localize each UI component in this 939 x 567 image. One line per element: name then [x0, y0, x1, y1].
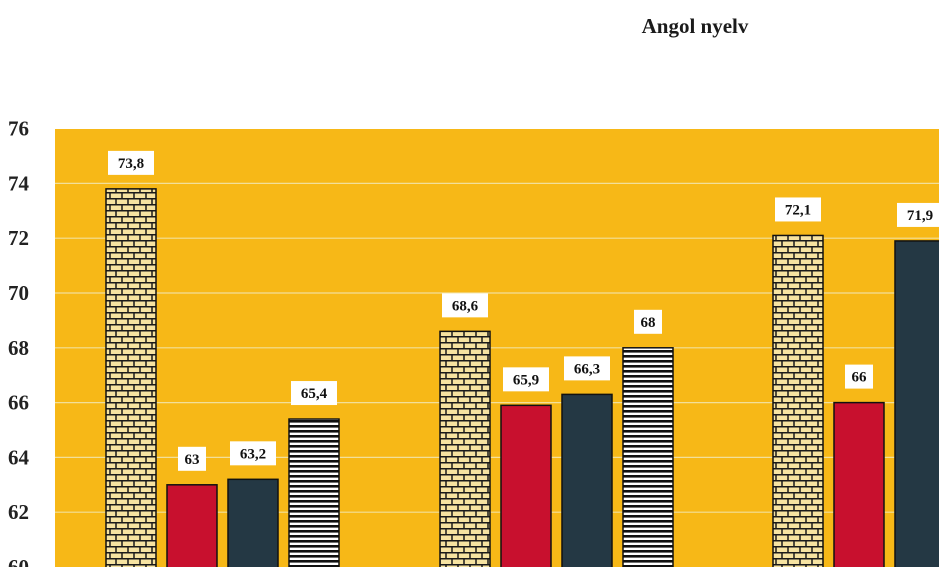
- data-label: 66,3: [574, 361, 600, 377]
- data-label-box: [775, 197, 821, 222]
- data-label: 68,6: [452, 298, 479, 314]
- data-label-box: [230, 441, 276, 466]
- bar: [894, 240, 939, 567]
- bar: [622, 347, 674, 567]
- y-tick-label: 62: [8, 500, 29, 524]
- chart-title: Angol nyelv: [641, 14, 749, 38]
- data-label: 63,2: [240, 446, 266, 462]
- data-label-box: [178, 446, 206, 471]
- y-tick-label: 66: [8, 391, 29, 415]
- data-label-box: [503, 367, 549, 392]
- data-label: 68: [641, 315, 656, 331]
- data-label-box: [634, 309, 662, 334]
- y-tick-label: 76: [8, 117, 29, 141]
- bar: [500, 404, 552, 567]
- y-tick-label: 70: [8, 281, 29, 305]
- data-label-box: [564, 356, 610, 381]
- data-label-box: [442, 293, 488, 318]
- bar: [105, 188, 157, 567]
- bar: [227, 478, 279, 567]
- bar: [772, 234, 824, 567]
- y-tick-label: 74: [8, 171, 30, 195]
- data-label: 63: [185, 452, 200, 468]
- data-label-box: [845, 364, 873, 389]
- y-tick-label: 68: [8, 336, 29, 360]
- bar: [166, 484, 218, 567]
- data-label: 66: [852, 370, 868, 386]
- data-label-box: [291, 381, 337, 406]
- y-tick-label: 64: [8, 445, 30, 469]
- bar: [288, 418, 340, 567]
- data-label-box: [897, 202, 939, 227]
- data-label: 72,1: [785, 202, 811, 218]
- data-label: 65,9: [513, 372, 539, 388]
- data-label: 73,8: [118, 156, 144, 172]
- data-label: 71,9: [907, 208, 933, 224]
- y-tick-label: 60: [8, 555, 29, 567]
- bar: [561, 393, 613, 567]
- y-tick-label: 72: [8, 226, 29, 250]
- bar: [833, 401, 885, 567]
- data-label: 65,4: [301, 386, 328, 402]
- bar: [439, 330, 491, 567]
- data-label-box: [108, 150, 154, 175]
